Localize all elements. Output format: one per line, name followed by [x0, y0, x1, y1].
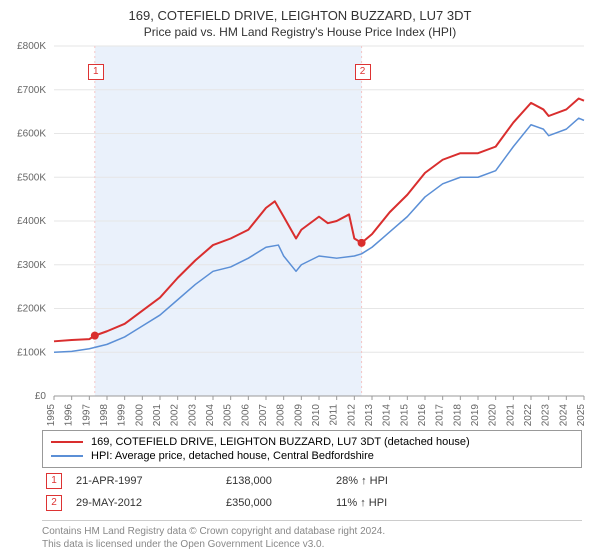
record-row: 2 29-MAY-2012 £350,000 11% ↑ HPI	[42, 492, 582, 514]
record-price: £350,000	[226, 497, 336, 509]
record-marker: 2	[46, 495, 62, 511]
svg-text:2019: 2019	[470, 404, 481, 427]
svg-text:2011: 2011	[329, 404, 340, 426]
svg-text:£100K: £100K	[17, 347, 46, 358]
svg-text:2017: 2017	[435, 404, 446, 427]
chart-title: 169, COTEFIELD DRIVE, LEIGHTON BUZZARD, …	[0, 0, 600, 25]
svg-text:2022: 2022	[523, 404, 534, 427]
legend-item: HPI: Average price, detached house, Cent…	[51, 449, 573, 463]
svg-text:£700K: £700K	[17, 85, 46, 96]
svg-text:1999: 1999	[117, 404, 128, 427]
svg-text:2016: 2016	[417, 404, 428, 427]
record-delta: 28% ↑ HPI	[336, 475, 456, 487]
svg-text:1996: 1996	[64, 404, 75, 427]
svg-text:£800K: £800K	[17, 41, 46, 52]
svg-text:2012: 2012	[346, 404, 357, 427]
svg-text:2014: 2014	[382, 404, 393, 427]
svg-text:2025: 2025	[576, 404, 587, 427]
svg-text:2018: 2018	[452, 404, 463, 427]
record-date: 29-MAY-2012	[76, 497, 226, 509]
footer-line: This data is licensed under the Open Gov…	[42, 538, 582, 551]
svg-text:2005: 2005	[223, 404, 234, 427]
record-price: £138,000	[226, 475, 336, 487]
svg-text:2006: 2006	[240, 404, 251, 427]
svg-text:£600K: £600K	[17, 129, 46, 140]
record-marker: 1	[46, 473, 62, 489]
svg-text:£0: £0	[35, 391, 47, 402]
svg-text:1997: 1997	[81, 404, 92, 427]
legend-label: 169, COTEFIELD DRIVE, LEIGHTON BUZZARD, …	[91, 436, 470, 448]
svg-text:2002: 2002	[170, 404, 181, 427]
svg-text:2000: 2000	[134, 404, 145, 427]
svg-text:2023: 2023	[541, 404, 552, 427]
legend-swatch	[51, 441, 83, 443]
svg-text:£500K: £500K	[17, 172, 46, 183]
svg-text:2001: 2001	[152, 404, 163, 427]
legend-item: 169, COTEFIELD DRIVE, LEIGHTON BUZZARD, …	[51, 435, 573, 449]
svg-text:2004: 2004	[205, 404, 216, 427]
record-date: 21-APR-1997	[76, 475, 226, 487]
chart-plot: £0£100K£200K£300K£400K£500K£600K£700K£80…	[54, 46, 584, 396]
chart-subtitle: Price paid vs. HM Land Registry's House …	[0, 25, 600, 43]
svg-text:2015: 2015	[399, 404, 410, 427]
callout-marker-2: 2	[355, 64, 371, 80]
svg-text:2003: 2003	[187, 404, 198, 427]
svg-text:£400K: £400K	[17, 216, 46, 227]
footer-line: Contains HM Land Registry data © Crown c…	[42, 525, 582, 538]
svg-text:1995: 1995	[46, 404, 57, 427]
svg-text:2024: 2024	[558, 404, 569, 427]
legend: 169, COTEFIELD DRIVE, LEIGHTON BUZZARD, …	[42, 430, 582, 468]
svg-text:2009: 2009	[293, 404, 304, 427]
svg-text:2013: 2013	[364, 404, 375, 427]
svg-text:2008: 2008	[276, 404, 287, 427]
svg-text:2021: 2021	[505, 404, 516, 427]
svg-text:2007: 2007	[258, 404, 269, 427]
record-delta: 11% ↑ HPI	[336, 497, 456, 509]
svg-text:2020: 2020	[488, 404, 499, 427]
legend-label: HPI: Average price, detached house, Cent…	[91, 450, 374, 462]
svg-text:1998: 1998	[99, 404, 110, 427]
callout-marker-1: 1	[88, 64, 104, 80]
transaction-records: 1 21-APR-1997 £138,000 28% ↑ HPI 2 29-MA…	[42, 470, 582, 514]
footer-attribution: Contains HM Land Registry data © Crown c…	[42, 520, 582, 551]
svg-text:2010: 2010	[311, 404, 322, 427]
legend-swatch	[51, 455, 83, 457]
record-row: 1 21-APR-1997 £138,000 28% ↑ HPI	[42, 470, 582, 492]
svg-text:£200K: £200K	[17, 304, 46, 315]
svg-text:£300K: £300K	[17, 260, 46, 271]
